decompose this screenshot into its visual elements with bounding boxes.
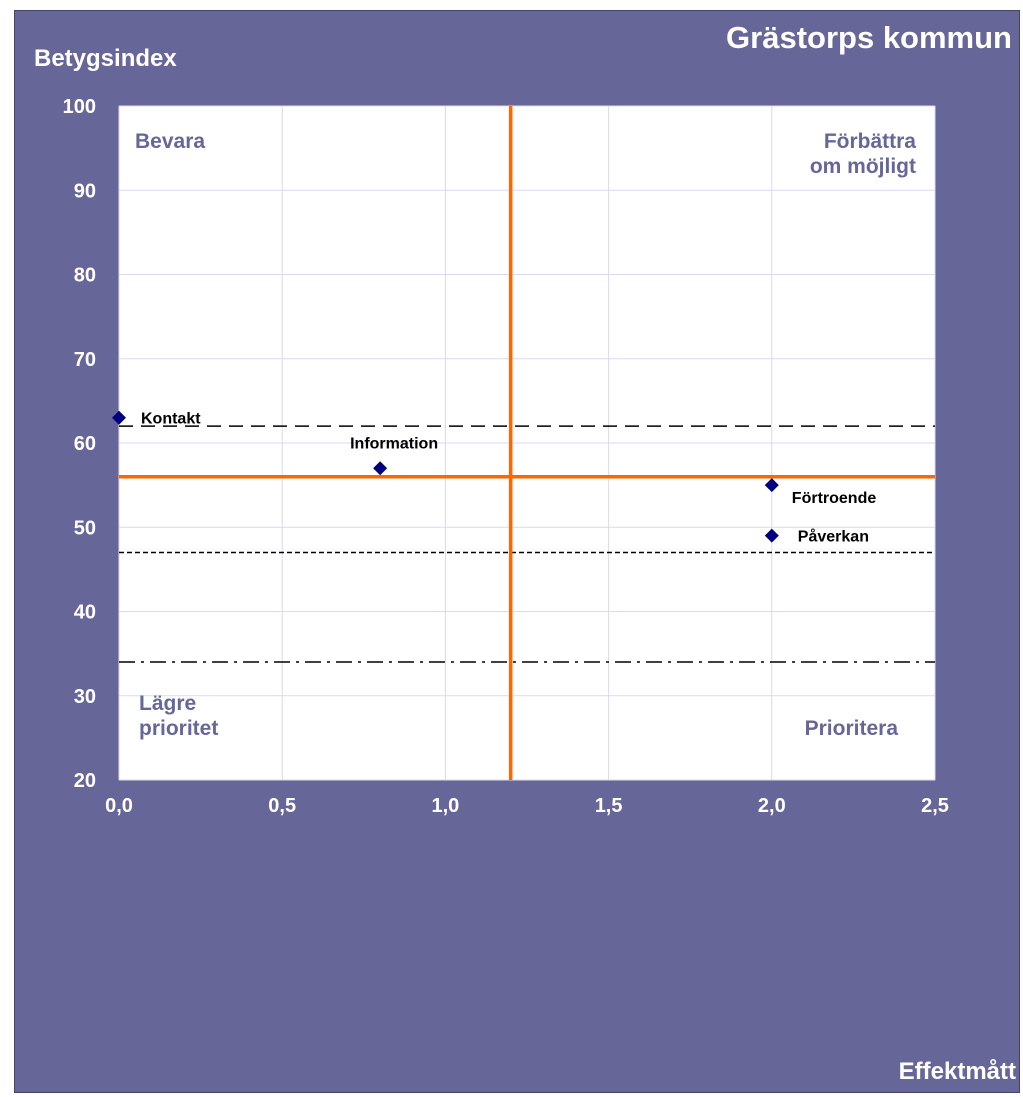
x-tick-label: 2,0 <box>758 795 786 817</box>
data-point-marker <box>764 528 779 543</box>
data-point-label: Information <box>350 435 438 452</box>
quadrant-lines <box>119 106 935 780</box>
tick-labels: 20 30 40 50 60 70 80 90 100 0,0 0,5 1,0 1,5 2,0 2,5 <box>63 96 949 817</box>
quadrant-label-top-left: Bevara <box>135 130 205 153</box>
data-point-marker <box>373 461 388 476</box>
x-axis-title: Effektmått <box>899 1058 1016 1085</box>
y-tick-label: 60 <box>74 433 96 455</box>
data-point-label: Kontakt <box>141 411 201 428</box>
x-tick-label: 0,5 <box>268 795 296 817</box>
y-tick-label: 90 <box>74 180 96 202</box>
y-tick-label: 30 <box>74 686 96 708</box>
quadrant-label-bottom-right: Prioritera <box>805 717 899 740</box>
y-tick-label: 40 <box>74 602 96 624</box>
y-axis-title: Betygsindex <box>34 45 177 72</box>
quadrant-label-top-right: om möjligt <box>810 155 916 178</box>
chart-title: Grästorps kommun <box>726 20 1012 55</box>
data-point-marker <box>764 478 779 493</box>
x-tick-label: 2,5 <box>921 795 949 817</box>
data-point-marker <box>112 410 126 425</box>
y-tick-label: 20 <box>74 770 96 792</box>
y-tick-label: 70 <box>74 349 96 371</box>
data-point-label: Förtroende <box>792 490 877 507</box>
y-tick-label: 100 <box>63 96 96 118</box>
y-tick-label: 80 <box>74 265 96 287</box>
reference-lines <box>119 425 935 663</box>
y-tick-label: 50 <box>74 517 96 539</box>
quadrant-label-bottom-left: prioritet <box>139 717 218 740</box>
quadrant-label-bottom-left: Lägre <box>139 692 196 715</box>
x-tick-label: 0,0 <box>105 795 133 817</box>
quadrant-label-top-right: Förbättra <box>824 130 916 153</box>
data-points: Kontakt Information Förtroende Påverkan <box>112 410 877 546</box>
data-point-label: Påverkan <box>798 528 869 546</box>
x-tick-label: 1,5 <box>595 795 623 817</box>
grid-lines <box>118 105 936 781</box>
x-tick-label: 1,0 <box>431 795 459 817</box>
